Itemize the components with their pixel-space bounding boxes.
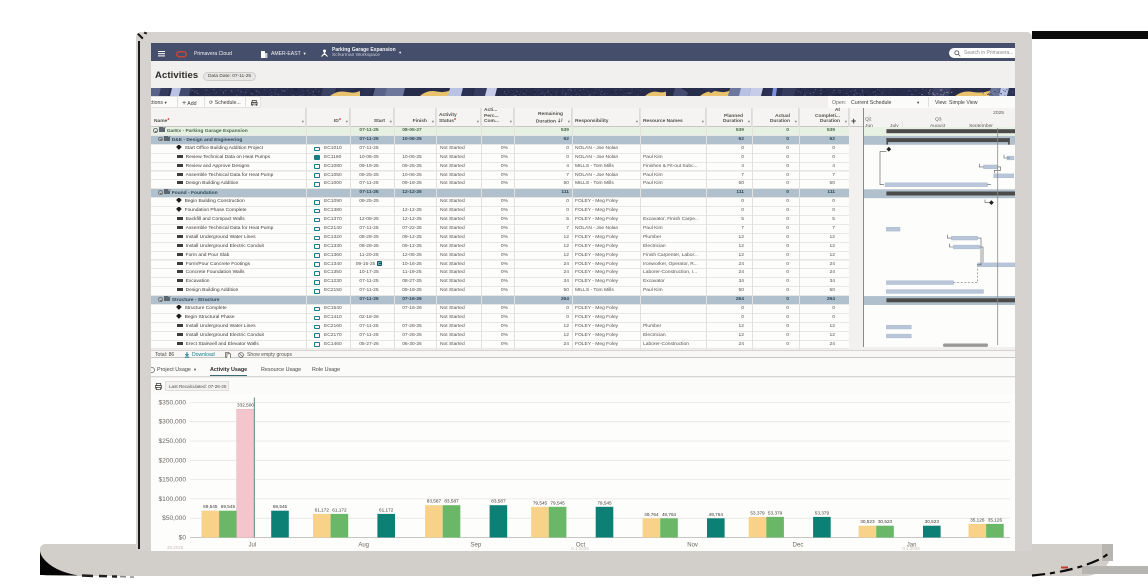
svg-text:$350,000: $350,000 <box>158 399 186 406</box>
svg-text:79,545: 79,545 <box>550 500 565 505</box>
svg-text:53,379: 53,379 <box>815 510 830 515</box>
svg-text:49,764: 49,764 <box>709 512 724 517</box>
svg-text:61,172: 61,172 <box>332 507 347 512</box>
svg-text:September: September <box>969 123 993 129</box>
svg-text:Q3: Q3 <box>935 117 942 123</box>
svg-text:$300,000: $300,000 <box>158 419 186 426</box>
svg-text:2025: 2025 <box>993 110 1004 116</box>
svg-text:Dec: Dec <box>793 543 804 549</box>
svg-text:20,2025: 20,2025 <box>167 545 184 550</box>
svg-text:53,379: 53,379 <box>750 510 765 515</box>
svg-text:332,500: 332,500 <box>237 403 254 408</box>
svg-text:$150,000: $150,000 <box>158 477 186 484</box>
svg-text:Sep: Sep <box>471 543 482 549</box>
svg-text:49,764: 49,764 <box>662 512 677 517</box>
svg-text:69,545: 69,545 <box>203 504 218 509</box>
svg-text:July: July <box>890 123 899 129</box>
svg-text:30,523: 30,523 <box>925 519 940 524</box>
svg-text:$100,000: $100,000 <box>158 496 186 503</box>
svg-text:Jun: Jun <box>865 123 873 129</box>
svg-text:61,172: 61,172 <box>379 507 394 512</box>
svg-text:Aug: Aug <box>358 543 369 549</box>
svg-text:$200,000: $200,000 <box>158 457 186 464</box>
svg-text:Jan: Jan <box>907 543 917 549</box>
svg-text:$50,000: $50,000 <box>162 515 186 522</box>
svg-text:83,587: 83,587 <box>427 499 442 504</box>
svg-text:35,126: 35,126 <box>988 517 1003 522</box>
svg-text:0.1.2025: 0.1.2025 <box>571 546 589 551</box>
svg-text:61,172: 61,172 <box>315 507 330 512</box>
svg-text:79,545: 79,545 <box>533 500 548 505</box>
svg-text:0.1.2026: 0.1.2026 <box>902 546 920 551</box>
svg-text:49,764: 49,764 <box>644 512 659 517</box>
svg-text:35,126: 35,126 <box>970 517 985 522</box>
svg-text:Nov: Nov <box>687 543 698 549</box>
svg-text:83,587: 83,587 <box>491 499 506 504</box>
svg-text:79,545: 79,545 <box>597 500 612 505</box>
svg-text:30,523: 30,523 <box>878 519 893 524</box>
svg-text:$0: $0 <box>179 535 187 542</box>
svg-text:69,545: 69,545 <box>221 504 236 509</box>
svg-text:83,587: 83,587 <box>444 499 459 504</box>
svg-text:69,545: 69,545 <box>273 504 288 509</box>
svg-text:Jul: Jul <box>248 543 256 549</box>
svg-text:Q2: Q2 <box>865 117 872 123</box>
svg-text:August: August <box>930 123 946 129</box>
svg-text:30,523: 30,523 <box>860 519 875 524</box>
svg-text:$250,000: $250,000 <box>158 438 186 445</box>
svg-text:53,379: 53,379 <box>768 510 783 515</box>
svg-text:Oct: Oct <box>576 543 586 549</box>
